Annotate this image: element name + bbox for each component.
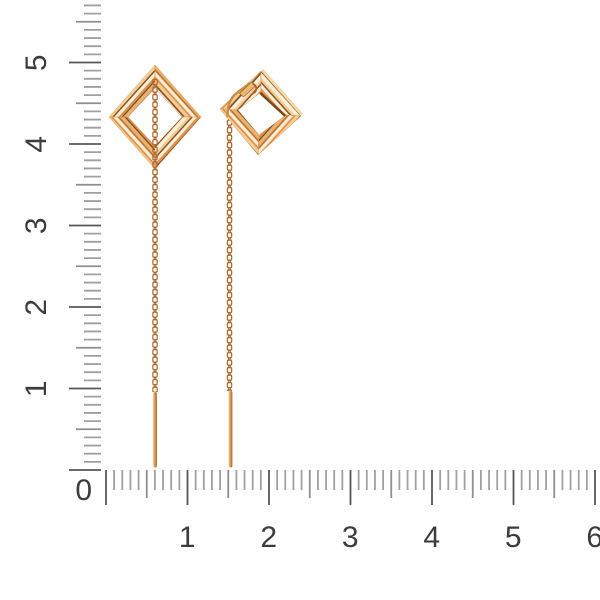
- diamond-frame: [108, 64, 202, 170]
- frame-inner-wall: [259, 92, 286, 117]
- horizontal-ruler: [105, 470, 596, 505]
- v-ruler-label-4: 4: [20, 135, 53, 152]
- threader-chain: [226, 112, 233, 391]
- v-ruler-label-3: 3: [20, 217, 53, 234]
- frame-edge-bottom-right: [257, 114, 302, 156]
- threader-bar: [228, 391, 233, 468]
- h-ruler-label-1: 1: [179, 521, 196, 554]
- frame-outer-face: [261, 68, 303, 116]
- ruler-origin-label: 0: [75, 474, 92, 507]
- h-ruler-label-3: 3: [342, 521, 359, 554]
- vertical-ruler: [69, 4, 101, 471]
- v-ruler-label-1: 1: [20, 380, 53, 397]
- ear-wire-post: [226, 82, 251, 118]
- ear-wire-tail: [252, 83, 258, 95]
- v-ruler-label-5: 5: [20, 54, 53, 71]
- h-ruler-label-4: 4: [423, 521, 440, 554]
- h-ruler-label-5: 5: [505, 521, 522, 554]
- threader-chain: [152, 79, 158, 392]
- ear-wire: [226, 81, 258, 118]
- h-ruler-label-2: 2: [260, 521, 277, 554]
- threader-bar: [153, 392, 157, 468]
- right-earring: [219, 68, 303, 468]
- h-ruler-label-6: 6: [586, 521, 600, 554]
- v-ruler-label-2: 2: [20, 298, 53, 315]
- left-earring: [108, 64, 202, 468]
